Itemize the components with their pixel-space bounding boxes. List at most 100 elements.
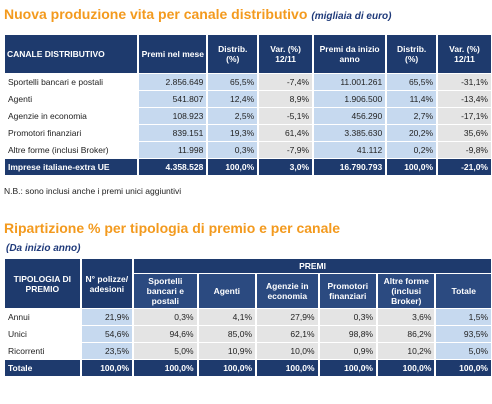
cell: 0,3% — [208, 142, 258, 158]
column-header: Var. (%) 12/11 — [438, 35, 491, 73]
column-header: Distrib. (%) — [208, 35, 258, 73]
cell: 94,6% — [134, 326, 197, 342]
cell: 108.923 — [139, 108, 207, 124]
cell: Sportelli bancari e postali — [5, 74, 138, 90]
total-row: Imprese italiane-extra UE 4.358.528 100,0%… — [5, 159, 491, 175]
cell: -7,4% — [259, 74, 313, 90]
header-row: Sportelli bancari e postali Agenti Agenzie… — [5, 274, 491, 308]
channel-table: CANALE DISTRIBUTIVO Premi nel mese Distrib… — [3, 34, 492, 176]
cell: Promotori finanziari — [5, 125, 138, 141]
cell: 0,2% — [387, 142, 437, 158]
cell: 41.112 — [314, 142, 386, 158]
total-cell: 16.790.793 — [314, 159, 386, 175]
cell: 11,4% — [387, 91, 437, 107]
cell: -13,4% — [438, 91, 491, 107]
data-row: Unici 54,6% 94,6% 85,0% 62,1% 98,8% 86,2% 93,5% — [5, 326, 491, 342]
column-header: Agenzie in economia — [257, 274, 318, 308]
cell: 65,5% — [208, 74, 258, 90]
cell: -31,1% — [438, 74, 491, 90]
column-header: Premi da inizio anno — [314, 35, 386, 73]
column-header: Var. (%) 12/11 — [259, 35, 313, 73]
column-header: TIPOLOGIA DI PREMIO — [5, 259, 80, 308]
cell: 10,0% — [257, 343, 318, 359]
title-text: Nuova produzione vita per canale distrib… — [4, 6, 308, 22]
total-cell: 100,0% — [387, 159, 437, 175]
cell: 35,6% — [438, 125, 491, 141]
cell: 12,4% — [208, 91, 258, 107]
data-row: Agenti 541.807 12,4% 8,9% 1.906.500 11,4% -13,… — [5, 91, 491, 107]
total-cell: 100,0% — [198, 360, 256, 376]
cell: 1,5% — [436, 309, 491, 325]
column-header: Sportelli bancari e postali — [134, 274, 197, 308]
total-cell: 100,0% — [81, 360, 133, 376]
cell: 61,4% — [259, 125, 313, 141]
cell: 10,2% — [378, 343, 435, 359]
data-row: Agenzie in economia 108.923 2,5% -5,1% 456.2… — [5, 108, 491, 124]
cell: 54,6% — [81, 326, 133, 342]
cell: Unici — [5, 326, 80, 342]
title: Nuova produzione vita per canale distrib… — [4, 6, 391, 22]
data-row: Annui 21,9% 0,3% 4,1% 27,9% 0,3% 3,6% 1,5% — [5, 309, 491, 325]
data-row: Promotori finanziari 839.151 19,3% 61,4% 3.3… — [5, 125, 491, 141]
group-header: PREMI — [134, 259, 491, 273]
cell: 3,6% — [378, 309, 435, 325]
cell: 23,5% — [81, 343, 133, 359]
cell: 839.151 — [139, 125, 207, 141]
cell: 20,2% — [387, 125, 437, 141]
total-cell: 100,0% — [378, 360, 435, 376]
cell: -7,9% — [259, 142, 313, 158]
cell: 4,1% — [198, 309, 256, 325]
cell: 11.001.261 — [314, 74, 386, 90]
cell: Ricorrenti — [5, 343, 80, 359]
total-cell: -21,0% — [438, 159, 491, 175]
column-header: CANALE DISTRIBUTIVO — [5, 35, 138, 73]
total-cell: 3,0% — [259, 159, 313, 175]
total-cell: Imprese italiane-extra UE — [5, 159, 138, 175]
cell: Agenti — [5, 91, 138, 107]
cell: Agenzie in economia — [5, 108, 138, 124]
column-header: Premi nel mese — [139, 35, 207, 73]
cell: 10,9% — [198, 343, 256, 359]
total-cell: 100,0% — [134, 360, 197, 376]
column-header: N° polizze/ adesioni — [81, 259, 133, 308]
cell: 2.856.649 — [139, 74, 207, 90]
cell: 0,9% — [319, 343, 376, 359]
column-header: Altre forme (inclusi Broker) — [378, 274, 435, 308]
cell: 11.998 — [139, 142, 207, 158]
total-cell: 100,0% — [319, 360, 376, 376]
data-row: Ricorrenti 23,5% 5,0% 10,9% 10,0% 0,9% 10,2% 5,… — [5, 343, 491, 359]
cell: 8,9% — [259, 91, 313, 107]
cell: 0,3% — [319, 309, 376, 325]
cell: 3.385.630 — [314, 125, 386, 141]
cell: 541.807 — [139, 91, 207, 107]
cell: Altre forme (inclusi Broker) — [5, 142, 138, 158]
column-header: Distrib. (%) — [387, 35, 437, 73]
cell: 62,1% — [257, 326, 318, 342]
note: N.B.: sono inclusi anche i premi unici a… — [4, 186, 182, 196]
cell: 5,0% — [436, 343, 491, 359]
title: Ripartizione % per tipologia di premio e… — [4, 220, 341, 236]
premium-table: TIPOLOGIA DI PREMIO N° polizze/ adesioni P… — [3, 258, 492, 377]
column-header: Totale — [436, 274, 491, 308]
cell: Annui — [5, 309, 80, 325]
unit: (migliaia di euro) — [311, 11, 392, 22]
total-cell: 100,0% — [257, 360, 318, 376]
total-cell: Totale — [5, 360, 80, 376]
data-row: Altre forme (inclusi Broker) 11.998 0,3% -7… — [5, 142, 491, 158]
cell: 2,5% — [208, 108, 258, 124]
cell: 456.290 — [314, 108, 386, 124]
cell: 1.906.500 — [314, 91, 386, 107]
cell: 86,2% — [378, 326, 435, 342]
column-header: Agenti — [198, 274, 256, 308]
subtitle: (Da inizio anno) — [6, 243, 81, 254]
cell: -9,8% — [438, 142, 491, 158]
cell: 5,0% — [134, 343, 197, 359]
cell: 98,8% — [319, 326, 376, 342]
cell: 93,5% — [436, 326, 491, 342]
cell: 19,3% — [208, 125, 258, 141]
cell: 0,3% — [134, 309, 197, 325]
total-cell: 100,0% — [436, 360, 491, 376]
cell: 27,9% — [257, 309, 318, 325]
header-row: CANALE DISTRIBUTIVO Premi nel mese Distrib… — [5, 35, 491, 73]
